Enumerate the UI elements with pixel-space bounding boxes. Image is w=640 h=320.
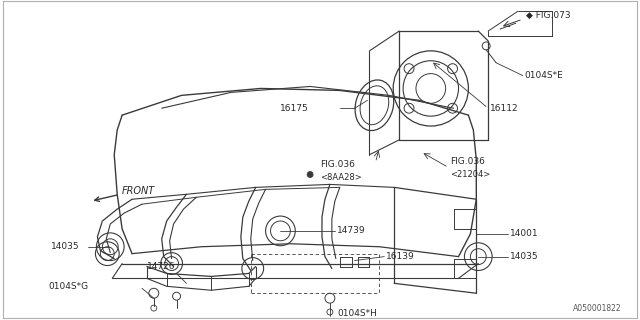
Text: 16139: 16139: [387, 252, 415, 261]
Text: 0104S*H: 0104S*H: [338, 308, 378, 317]
Text: ◆ FIG.073: ◆ FIG.073: [526, 11, 570, 20]
Text: 0104S*G: 0104S*G: [48, 282, 88, 291]
Text: FIG.036: FIG.036: [320, 160, 355, 169]
Text: 16112: 16112: [490, 104, 519, 113]
Text: 16175: 16175: [280, 104, 309, 113]
Text: <8AA28>: <8AA28>: [320, 173, 362, 182]
Text: 14739: 14739: [337, 227, 365, 236]
Text: 14726: 14726: [147, 262, 175, 271]
Text: FRONT: FRONT: [122, 186, 156, 196]
Circle shape: [307, 172, 313, 178]
Text: 0104S*E: 0104S*E: [525, 71, 564, 80]
Text: <21204>: <21204>: [451, 170, 491, 179]
Text: 14035: 14035: [51, 242, 79, 251]
Text: 14001: 14001: [510, 229, 539, 238]
Text: FIG.036: FIG.036: [451, 157, 486, 166]
Text: 14035: 14035: [510, 252, 539, 261]
Text: A050001822: A050001822: [573, 304, 621, 313]
